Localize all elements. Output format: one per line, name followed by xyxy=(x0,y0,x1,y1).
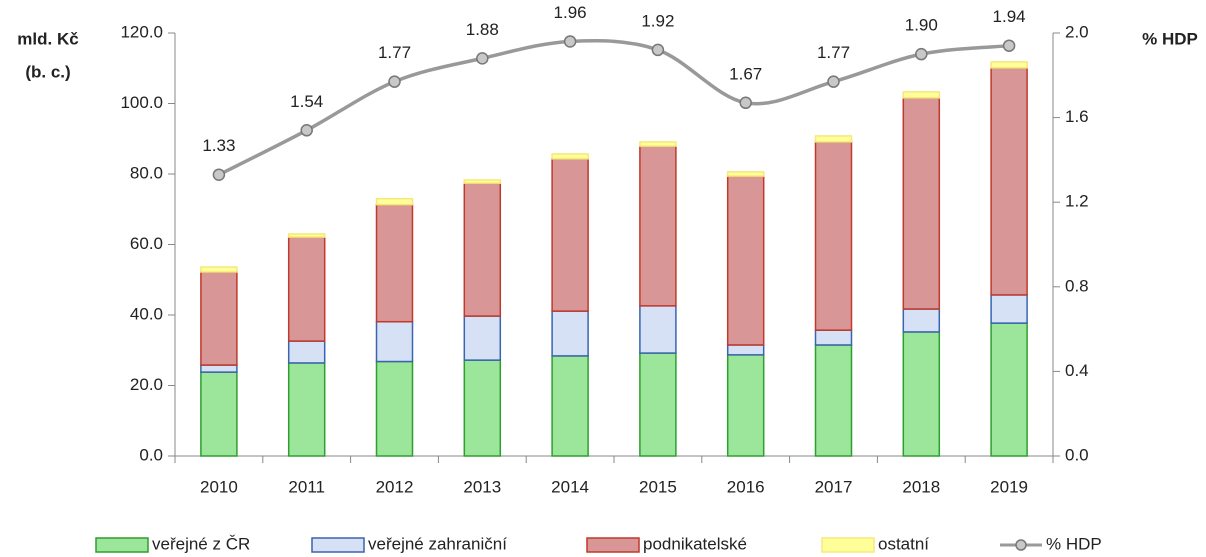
bar-segment xyxy=(375,320,414,363)
legend-swatch xyxy=(821,537,875,553)
x-tick-label: 2014 xyxy=(551,477,589,496)
bar-segment xyxy=(726,354,765,457)
data-label: 1.94 xyxy=(993,7,1026,26)
bar-segment xyxy=(990,67,1028,296)
x-tick-label: 2013 xyxy=(463,477,501,496)
bar-segment xyxy=(639,352,677,457)
x-tick-label: 2010 xyxy=(200,477,238,496)
y2-tick-label: 0.0 xyxy=(1065,445,1089,464)
bar-segment xyxy=(726,344,765,356)
line-marker xyxy=(476,52,489,65)
bar-segment xyxy=(287,233,326,238)
bar-segment xyxy=(375,197,414,206)
bar-segment xyxy=(200,266,238,273)
legend-swatch xyxy=(95,537,149,553)
legend-marker xyxy=(1015,539,1027,551)
bar-segment xyxy=(990,61,1028,69)
bar-segment xyxy=(200,364,238,373)
line-marker xyxy=(300,124,313,137)
legend-label: veřejné zahraniční xyxy=(368,534,507,553)
y-axis-title: mld. Kč xyxy=(17,29,78,48)
line-marker xyxy=(915,47,928,61)
bar-segment xyxy=(551,355,589,457)
data-label: 1.96 xyxy=(554,3,587,22)
data-label: 1.67 xyxy=(729,64,762,83)
bar-segment xyxy=(463,182,502,317)
bar-segment xyxy=(287,362,326,457)
bar-segment xyxy=(375,203,414,323)
y-tick-label: 60.0 xyxy=(130,234,163,253)
y2-tick-label: 1.6 xyxy=(1065,107,1089,126)
legend-swatch xyxy=(311,537,365,553)
y2-tick-label: 2.0 xyxy=(1065,22,1089,41)
bar-segment xyxy=(463,179,502,184)
x-tick-label: 2017 xyxy=(815,477,853,496)
x-tick-label: 2018 xyxy=(902,477,940,496)
line-marker xyxy=(1002,39,1016,52)
line-marker xyxy=(651,43,665,57)
y-tick-label: 120.0 xyxy=(120,22,163,41)
line-marker xyxy=(827,75,840,88)
x-tick-label: 2019 xyxy=(990,477,1028,496)
bar-segment xyxy=(814,344,853,457)
data-label: 1.90 xyxy=(905,16,938,35)
bar-segment xyxy=(375,360,414,457)
legend-label: veřejné z ČR xyxy=(152,534,250,553)
y-tick-label: 80.0 xyxy=(130,163,163,182)
line-marker xyxy=(212,168,226,181)
x-tick-label: 2016 xyxy=(727,477,765,496)
bar-segment xyxy=(902,308,941,333)
bar-segment xyxy=(287,340,326,364)
legend-label: % HDP xyxy=(1046,534,1102,553)
line-marker xyxy=(739,96,752,110)
data-label: 1.77 xyxy=(817,43,850,62)
bar-segment xyxy=(814,329,853,346)
bar-segment xyxy=(726,175,765,346)
bar-segment xyxy=(551,310,589,357)
bar-segment xyxy=(814,135,853,143)
bar-segment xyxy=(902,331,941,457)
bar-segment xyxy=(814,141,853,331)
bar-segment xyxy=(902,97,941,310)
x-tick-label: 2015 xyxy=(639,477,677,496)
data-label: 1.88 xyxy=(466,20,499,39)
y-axis-title: (b. c.) xyxy=(25,62,70,81)
y2-tick-label: 1.2 xyxy=(1065,192,1089,211)
bar-segment xyxy=(463,359,502,457)
bar-segment xyxy=(990,322,1028,457)
bar-segment xyxy=(551,153,589,160)
line xyxy=(218,38,1010,177)
y-tick-label: 20.0 xyxy=(130,375,163,394)
y-tick-label: 0.0 xyxy=(139,445,163,464)
bar-segment xyxy=(639,145,677,307)
data-label: 1.77 xyxy=(378,43,411,62)
data-label: 1.33 xyxy=(202,136,235,155)
y2-tick-label: 0.8 xyxy=(1065,276,1089,295)
x-tick-label: 2011 xyxy=(288,477,325,496)
bar-segment xyxy=(551,158,589,312)
x-tick-label: 2012 xyxy=(376,477,414,496)
bar-segment xyxy=(639,305,677,354)
data-label: 1.92 xyxy=(641,11,674,30)
bar-segment xyxy=(726,171,765,177)
bar-segment xyxy=(902,91,941,99)
legend-swatch xyxy=(586,537,640,553)
bar-segment xyxy=(463,315,502,361)
y2-tick-label: 0.4 xyxy=(1065,361,1089,380)
data-label: 1.54 xyxy=(290,92,323,111)
line-marker xyxy=(563,35,577,48)
y-tick-label: 40.0 xyxy=(130,304,163,323)
bar-segment xyxy=(200,371,238,457)
legend-label: ostatní xyxy=(878,534,929,553)
y2-axis-title: % HDP xyxy=(1142,29,1198,48)
bar-segment xyxy=(990,294,1028,324)
bar-segment xyxy=(639,141,677,147)
bar-segment xyxy=(287,236,326,342)
legend-label: podnikatelské xyxy=(643,534,747,553)
y-tick-label: 100.0 xyxy=(120,93,163,112)
bar-segment xyxy=(200,271,238,366)
line-marker xyxy=(388,75,401,88)
